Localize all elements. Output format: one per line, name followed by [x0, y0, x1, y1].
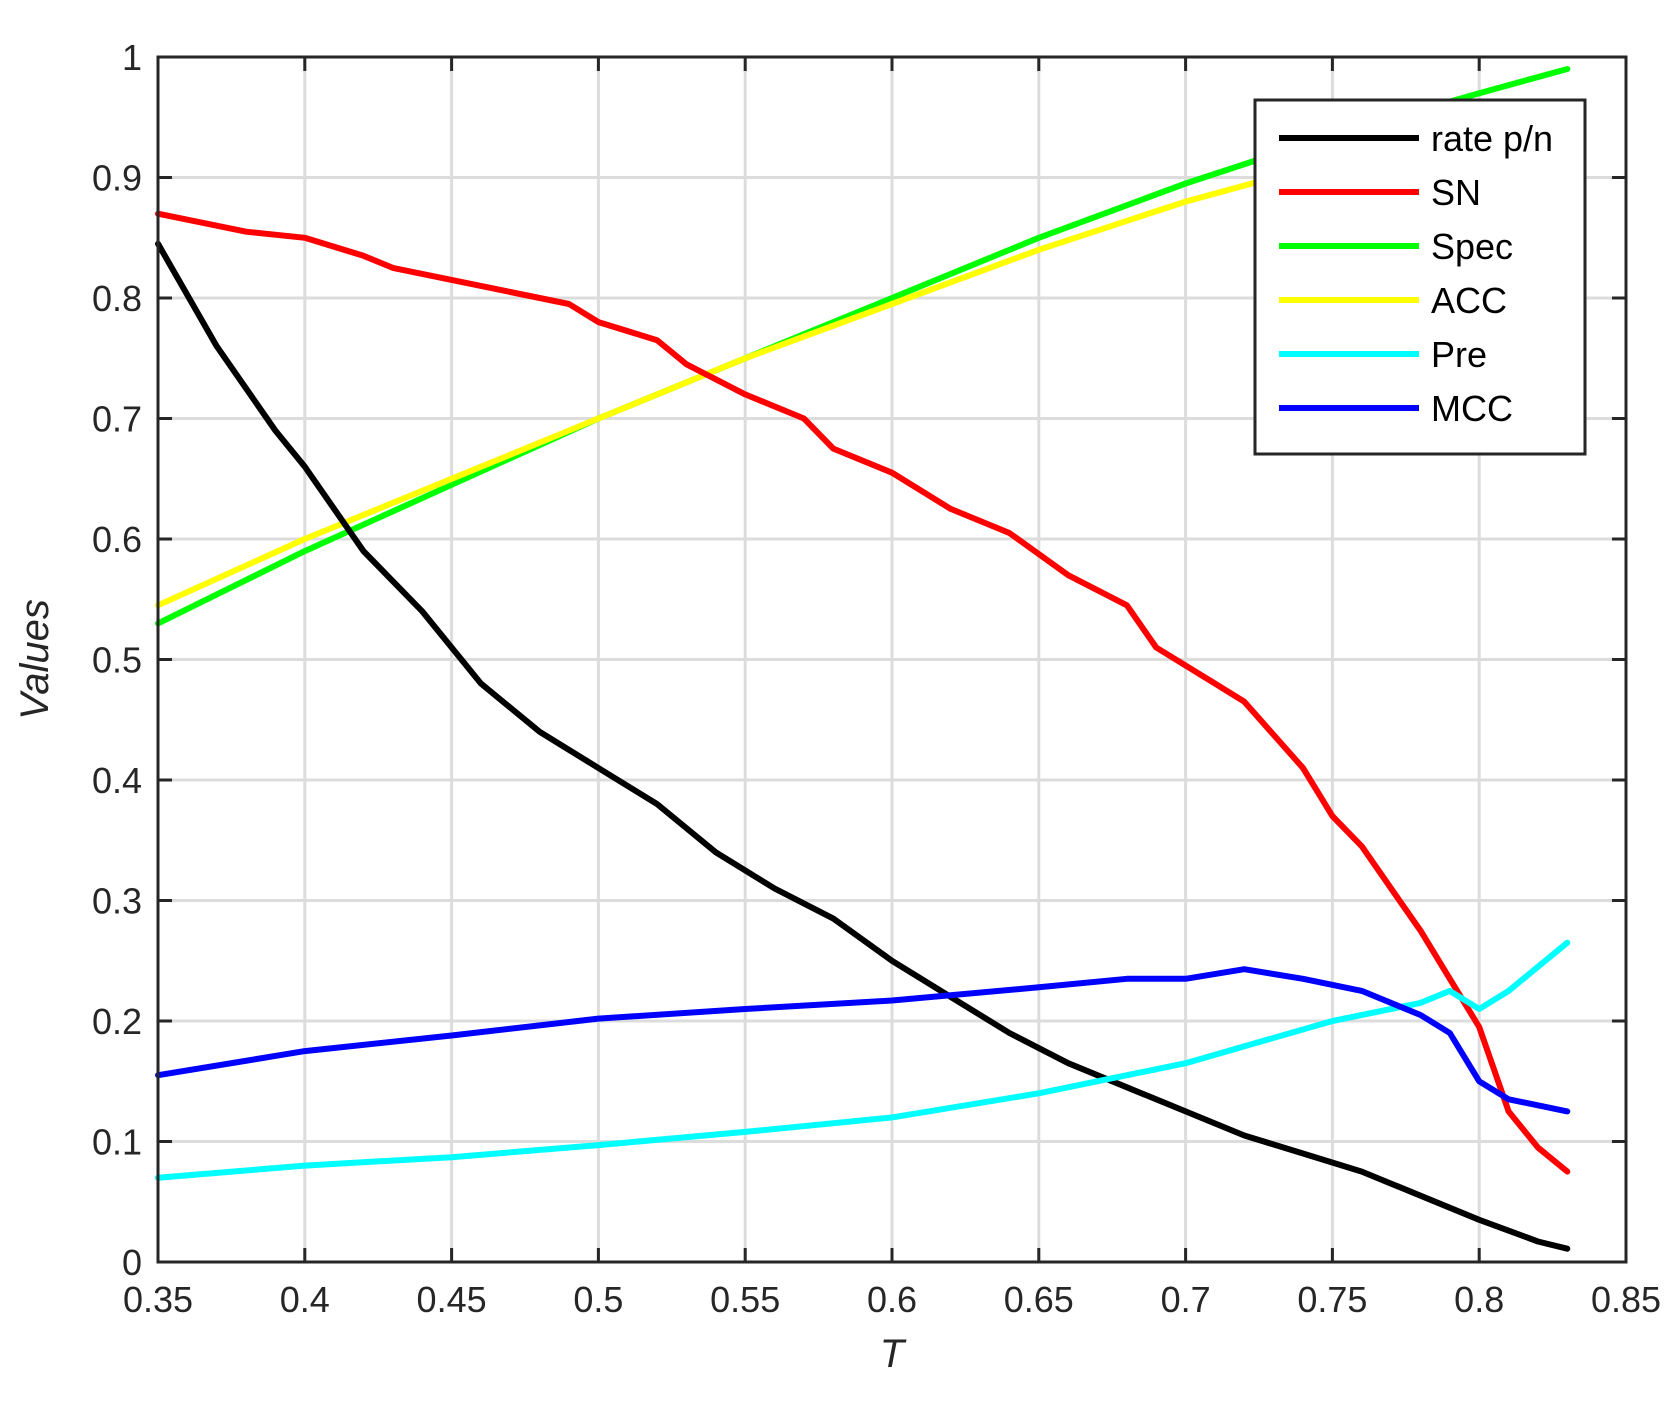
- series-line-pre: [155, 939, 1571, 1181]
- legend-box: [1253, 98, 1587, 456]
- y-axis-label: Values: [13, 599, 57, 720]
- x-tick-label: 0.8: [1454, 1279, 1504, 1320]
- legend-label: ACC: [1431, 280, 1507, 321]
- y-tick-label: 0.6: [92, 519, 142, 560]
- legend-label: SN: [1431, 172, 1481, 213]
- series-line-mcc: [155, 966, 1571, 1115]
- x-tick-label: 0.55: [710, 1279, 780, 1320]
- legend-label: rate p/n: [1431, 118, 1553, 159]
- x-axis-label: T: [880, 1332, 907, 1376]
- x-tick-label: 0.65: [1004, 1279, 1074, 1320]
- y-tick-label: 0.7: [92, 399, 142, 440]
- series-line-acc: [155, 174, 1277, 609]
- x-tick-label: 0.45: [417, 1279, 487, 1320]
- y-tick-label: 0.1: [92, 1122, 142, 1163]
- y-tick-label: 0.3: [92, 881, 142, 922]
- y-tick-label: 0.9: [92, 158, 142, 199]
- legend-label: Spec: [1431, 226, 1513, 267]
- y-tick-label: 0.4: [92, 760, 142, 801]
- axis-ticks: 0.35 0.4 0.45 0.5 0.55 0.6 0.65 0.7 0.75 0.8 0.85 0…: [92, 37, 1661, 1320]
- y-tick-label: 1: [122, 37, 142, 78]
- series-line-sn: [155, 210, 1571, 1175]
- x-tick-label: 0.35: [123, 1279, 193, 1320]
- x-tick-label: 0.75: [1297, 1279, 1367, 1320]
- y-tick-label: 0.8: [92, 278, 142, 319]
- y-tick-label: 0.5: [92, 640, 142, 681]
- series-line-rate-p-n: [155, 240, 1571, 1252]
- legend-label: Pre: [1431, 334, 1487, 375]
- legend-label: MCC: [1431, 388, 1513, 429]
- x-tick-label: 0.7: [1161, 1279, 1211, 1320]
- x-tick-label: 0.85: [1591, 1279, 1661, 1320]
- legend: rate p/n SN Spec ACC Pre MCC: [1253, 98, 1587, 456]
- x-tick-label: 0.4: [280, 1279, 330, 1320]
- y-tick-label: 0.2: [92, 1001, 142, 1042]
- x-tick-label: 0.6: [867, 1279, 917, 1320]
- x-tick-label: 0.5: [573, 1279, 623, 1320]
- y-tick-label: 0: [122, 1242, 142, 1283]
